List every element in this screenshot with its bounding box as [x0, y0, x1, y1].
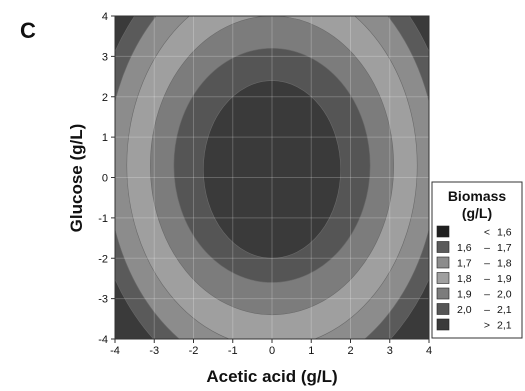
x-axis: -4 -3 -2 -1 0 1 2 3 4 — [110, 339, 432, 357]
legend-operator: – — [484, 242, 490, 254]
y-tick-label: -3 — [98, 294, 108, 306]
legend-value-low: 1,9 — [457, 289, 472, 301]
legend-value-high: 1,6 — [497, 227, 512, 239]
legend-operator: – — [484, 273, 490, 285]
gridlines — [115, 16, 429, 339]
panel-label: C — [20, 18, 36, 43]
y-axis-title: Glucose (g/L) — [67, 124, 86, 233]
legend-operator: > — [484, 320, 490, 332]
plot-area — [115, 16, 429, 339]
x-tick-label: -1 — [228, 345, 238, 357]
x-tick-label: -2 — [189, 345, 199, 357]
y-tick-label: 1 — [102, 132, 108, 144]
x-axis-title: Acetic acid (g/L) — [206, 367, 337, 386]
x-tick-label: 1 — [308, 345, 314, 357]
y-tick-label: 2 — [102, 92, 108, 104]
legend-value-low: 2,0 — [457, 304, 472, 316]
legend-swatch — [436, 225, 450, 238]
y-tick-label: 4 — [102, 11, 108, 23]
legend-swatch — [436, 272, 450, 284]
legend-value-high: 1,9 — [497, 273, 512, 285]
legend: Biomass (g/L) <1,61,6–1,71,7–1,81,8–1,91… — [431, 181, 523, 339]
x-tick-label: 4 — [426, 345, 432, 357]
y-tick-label: -4 — [98, 334, 108, 346]
y-tick-label: 3 — [102, 51, 108, 63]
legend-value-high: 1,8 — [497, 258, 512, 270]
y-tick-label: 0 — [102, 173, 108, 185]
legend-operator: – — [484, 289, 490, 301]
legend-swatch — [436, 256, 450, 269]
legend-value-low: 1,7 — [457, 258, 472, 270]
legend-value-high: 2,1 — [497, 304, 512, 316]
legend-value-high: 2,1 — [497, 320, 512, 332]
legend-swatch — [436, 318, 450, 331]
legend-value-high: 2,0 — [497, 289, 512, 301]
x-tick-label: 0 — [269, 345, 275, 357]
legend-operator: – — [484, 258, 490, 270]
legend-value-low: 1,6 — [457, 242, 472, 254]
y-axis: 4 3 2 1 0 -1 -2 -3 -4 — [98, 11, 115, 346]
legend-swatch — [436, 287, 450, 300]
legend-value-low: 1,8 — [457, 273, 472, 285]
legend-operator: < — [484, 227, 490, 239]
x-tick-label: 3 — [387, 345, 393, 357]
y-tick-label: -2 — [98, 253, 108, 265]
contour-band — [203, 80, 341, 259]
legend-swatch — [436, 241, 450, 253]
legend-operator: – — [484, 304, 490, 316]
legend-swatch — [436, 303, 450, 315]
legend-title-unit: (g/L) — [462, 205, 492, 221]
x-tick-label: -3 — [149, 345, 159, 357]
y-tick-label: -1 — [98, 213, 108, 225]
legend-title: Biomass — [448, 188, 507, 204]
x-tick-label: 2 — [347, 345, 353, 357]
legend-value-high: 1,7 — [497, 242, 512, 254]
x-tick-label: -4 — [110, 345, 120, 357]
